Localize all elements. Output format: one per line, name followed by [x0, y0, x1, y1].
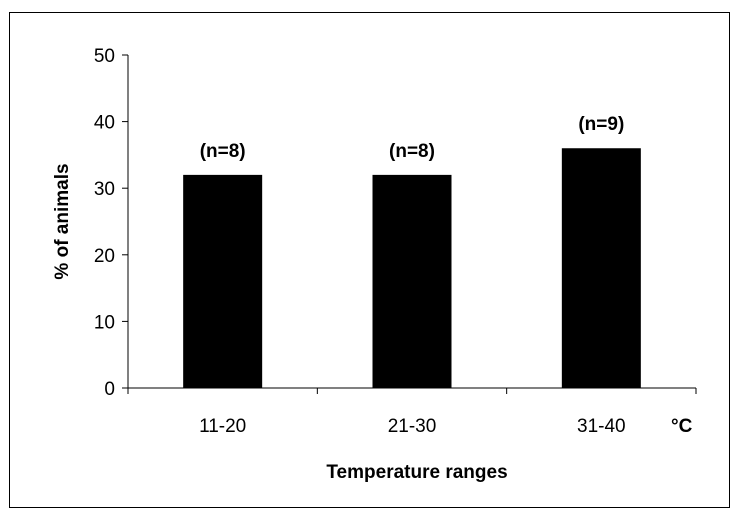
- x-category-label: 31-40: [577, 416, 626, 437]
- y-tick-label: 40: [94, 113, 115, 134]
- x-axis-title: Temperature ranges: [326, 462, 507, 483]
- y-axis-title: % of animals: [52, 163, 73, 279]
- y-axis: 0 10 20 30 40 50: [94, 46, 129, 400]
- bar-data-label: (n=8): [389, 141, 435, 162]
- x-category-label: 21-30: [388, 416, 437, 437]
- y-tick-label: 0: [104, 379, 115, 400]
- y-tick-label: 30: [94, 179, 115, 200]
- bars: [183, 148, 641, 388]
- bar-data-label: (n=9): [578, 114, 624, 135]
- x-axis: 11-20 21-30 31-40: [127, 387, 697, 437]
- x-category-label: 11-20: [199, 416, 246, 437]
- bar: [372, 174, 452, 388]
- bar-data-label: (n=8): [200, 141, 246, 162]
- data-labels: (n=8) (n=8) (n=9): [200, 114, 625, 162]
- bar: [183, 174, 263, 388]
- y-tick-label: 20: [94, 246, 115, 267]
- x-axis-unit: °C: [671, 416, 693, 437]
- y-tick-label: 10: [94, 312, 115, 333]
- bar: [561, 148, 641, 388]
- y-tick-label: 50: [94, 46, 115, 67]
